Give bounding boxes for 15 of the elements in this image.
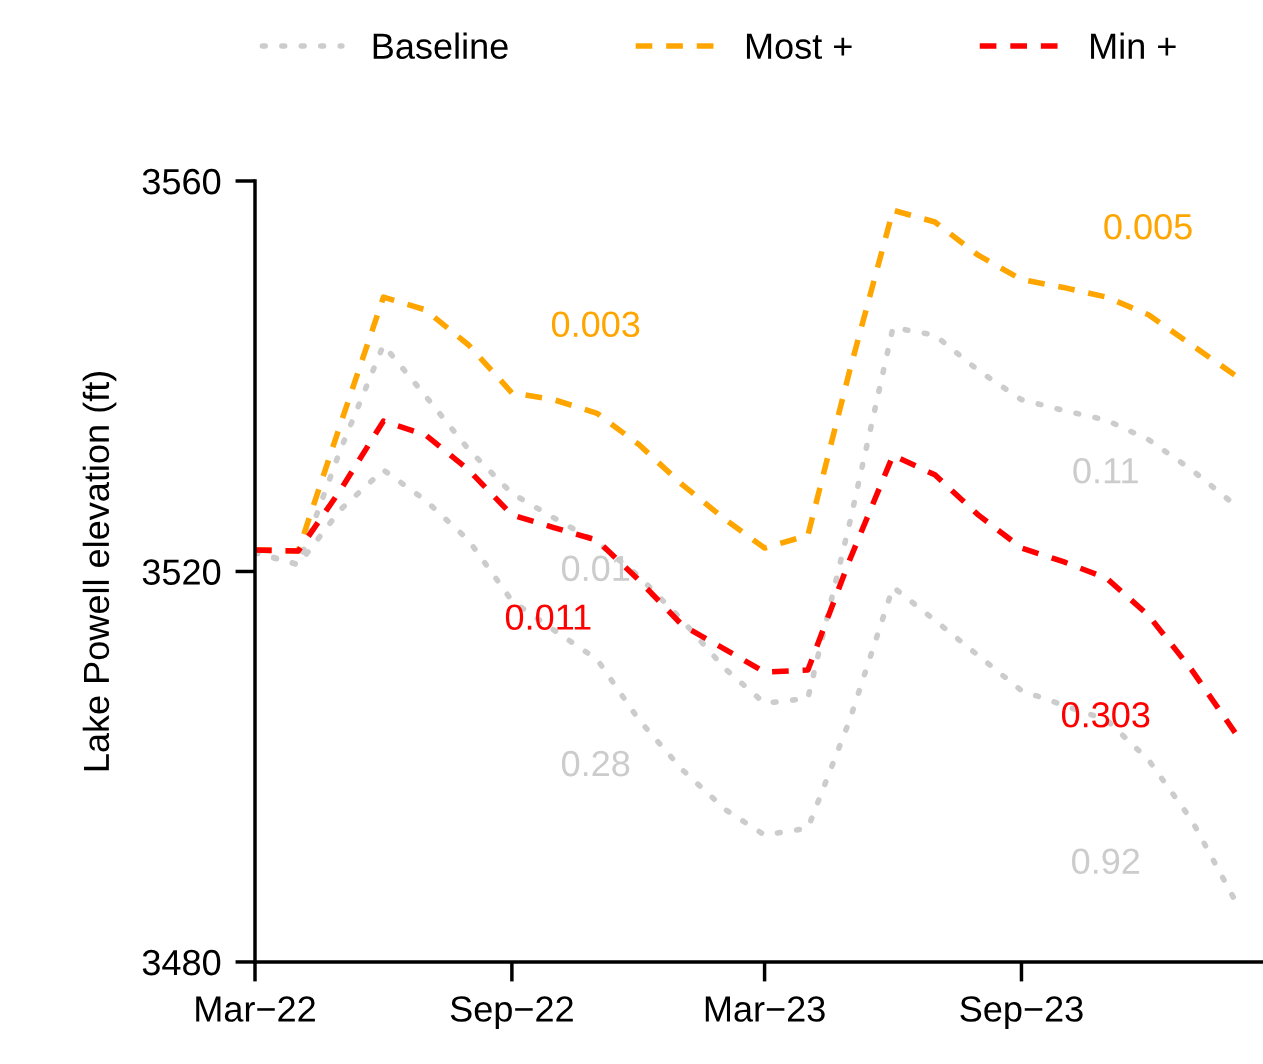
y-tick-label: 3480: [142, 949, 221, 976]
x-tick-label: Sep−22: [450, 996, 573, 1029]
y-tick-label: 3560: [142, 168, 221, 195]
x-tick-label: Mar−22: [196, 996, 315, 1022]
y-axis-title: Lake Powell elevation (ft): [82, 371, 117, 771]
legend-label: Baseline: [373, 32, 508, 60]
legend-label: Min +: [1091, 32, 1176, 59]
x-tick-label: Mar−23: [705, 996, 825, 1022]
x-tick-label: Sep−23: [960, 996, 1083, 1029]
annotation: 0.011: [505, 604, 591, 630]
annotation: 0.005: [1104, 213, 1192, 240]
legend-label: Most +: [746, 33, 852, 60]
annotation: 0.003: [551, 311, 640, 338]
annotation: 0.303: [1061, 702, 1150, 728]
y-tick-label: 3520: [142, 559, 221, 585]
